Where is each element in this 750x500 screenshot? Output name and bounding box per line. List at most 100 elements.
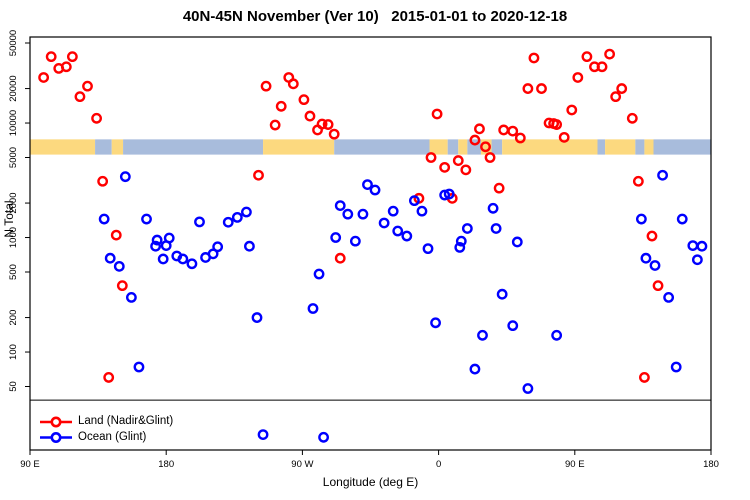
data-point-ocean <box>401 230 413 242</box>
data-point-ocean <box>334 200 346 212</box>
data-point-ocean <box>157 253 169 265</box>
data-point-ocean <box>133 361 145 373</box>
data-point-ocean <box>151 234 163 246</box>
data-point-land <box>328 128 340 140</box>
data-point-ocean <box>125 292 137 303</box>
data-point-ocean <box>687 240 699 252</box>
data-point-ocean <box>357 208 369 220</box>
data-point-land <box>639 372 650 383</box>
data-point-ocean <box>222 216 234 228</box>
data-point-land <box>652 280 664 292</box>
data-point-land <box>439 161 451 173</box>
data-point-land <box>469 134 481 146</box>
data-point-land <box>581 51 593 63</box>
map-band-segment-ocean <box>597 139 606 155</box>
data-point-ocean <box>551 329 563 341</box>
y-tick-label: 500 <box>8 264 19 280</box>
data-point-land <box>82 80 93 92</box>
data-point-land <box>45 51 57 63</box>
data-point-land <box>604 48 616 60</box>
data-point-ocean <box>691 254 703 266</box>
map-band-segment-land <box>263 139 335 155</box>
data-point-land <box>610 91 622 103</box>
data-point-ocean <box>422 243 434 255</box>
data-point-land <box>551 119 563 130</box>
map-band-segment-ocean <box>653 139 711 155</box>
map-band-segment-land <box>458 139 468 155</box>
y-tick-label: 1000 <box>8 227 19 248</box>
data-point-land <box>322 119 334 130</box>
legend-label-land: Land (Nadir&Glint) <box>78 415 174 427</box>
data-point-land <box>91 112 102 124</box>
data-point-ocean <box>349 235 361 247</box>
y-tick-label: 2000 <box>8 192 19 213</box>
data-point-ocean <box>387 205 399 217</box>
map-band-segment-ocean <box>635 139 645 155</box>
data-point-ocean <box>487 202 499 214</box>
data-point-ocean <box>507 320 519 332</box>
data-point-ocean <box>241 206 252 218</box>
data-point-ocean <box>430 317 441 329</box>
data-point-ocean <box>663 292 675 303</box>
map-band-segment-ocean <box>334 139 430 155</box>
y-tick-label: 200 <box>8 310 19 326</box>
data-point-land <box>484 152 496 163</box>
data-point-ocean <box>670 361 682 373</box>
map-band-segment-ocean <box>447 139 459 155</box>
data-point-land <box>304 110 316 122</box>
data-point-ocean <box>477 329 488 341</box>
y-tick-label: 20000 <box>8 75 19 101</box>
data-point-land <box>298 94 310 106</box>
map-band-segment-land <box>480 139 492 155</box>
data-point-land <box>425 152 437 163</box>
data-point-land <box>536 83 547 94</box>
data-point-land <box>253 169 264 181</box>
data-point-ocean <box>640 252 652 264</box>
data-point-ocean <box>150 240 162 252</box>
x-tick-label: 90 W <box>291 459 313 470</box>
x-tick-label: 180 <box>158 459 174 470</box>
data-point-land <box>460 164 472 176</box>
map-band-segment-land <box>429 139 448 155</box>
map-band-segment-land <box>502 139 598 155</box>
data-point-land <box>507 125 519 137</box>
data-point-ocean <box>490 223 502 234</box>
data-point-ocean <box>439 189 451 201</box>
data-point-land <box>269 119 281 131</box>
x-tick-label: 90 E <box>20 459 40 470</box>
data-point-ocean <box>443 188 455 200</box>
x-tick-label: 180 <box>703 459 719 470</box>
data-point-ocean <box>455 235 467 247</box>
plot-frame <box>29 36 712 451</box>
legend-symbol-ocean <box>50 431 62 443</box>
data-point-ocean <box>522 383 534 394</box>
x-tick-label: 90 E <box>565 459 585 470</box>
data-point-ocean <box>194 216 205 228</box>
data-point-ocean <box>330 232 342 243</box>
legend: Land (Nadir&Glint) Ocean (Glint) <box>78 414 173 445</box>
data-point-ocean <box>496 288 508 300</box>
data-point-land <box>596 61 608 73</box>
data-point-land <box>528 52 540 64</box>
data-point-ocean <box>318 431 329 443</box>
data-point-land <box>646 230 658 242</box>
data-point-land <box>474 123 485 135</box>
map-band-segment-ocean <box>95 139 112 155</box>
map-band-segment-land <box>30 139 96 155</box>
data-point-land <box>287 78 299 90</box>
map-band-segment-land <box>111 139 124 155</box>
data-point-ocean <box>369 184 381 196</box>
data-point-ocean <box>244 240 255 252</box>
data-point-land <box>558 131 570 143</box>
data-point-ocean <box>649 260 661 271</box>
data-point-ocean <box>160 240 172 252</box>
legend-label-ocean: Ocean (Glint) <box>78 430 147 443</box>
data-point-ocean <box>469 363 481 375</box>
data-point-ocean <box>231 211 243 223</box>
data-point-ocean <box>696 240 708 252</box>
y-tick-label: 50 <box>8 381 19 392</box>
data-point-land <box>316 118 328 130</box>
data-point-land <box>493 182 505 194</box>
data-point-land <box>66 51 78 63</box>
